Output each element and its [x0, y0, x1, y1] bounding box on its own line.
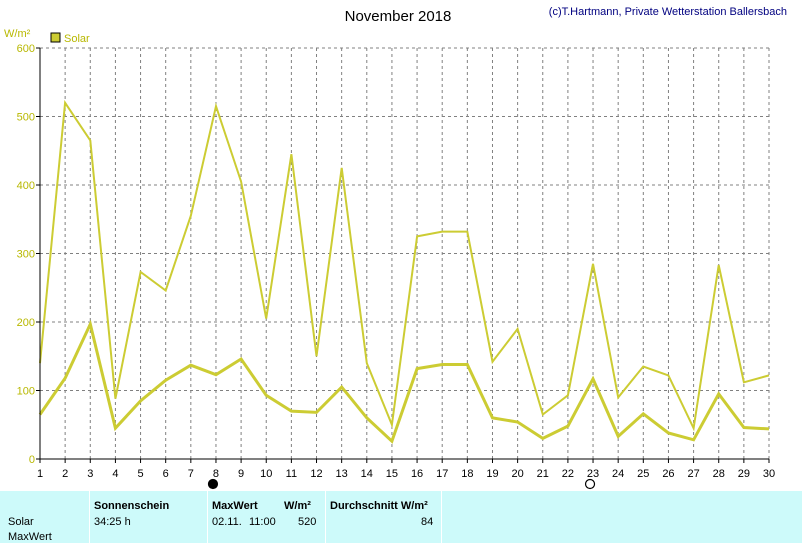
x-tick-label: 23: [587, 468, 599, 480]
legend-swatch: [50, 32, 61, 43]
max-series-line: [39, 99, 770, 432]
y-tick-label: 100: [17, 386, 35, 398]
y-tick-label: 0: [29, 454, 35, 466]
x-tick-label: 10: [260, 468, 272, 480]
x-tick-label: 26: [662, 468, 674, 480]
maxwert-unit: W/m²: [284, 500, 311, 512]
y-tick-label: 200: [17, 317, 35, 329]
x-tick-label: 22: [562, 468, 574, 480]
y-tick-label: 400: [17, 180, 35, 192]
x-tick-label: 18: [461, 468, 473, 480]
x-tick-label: 17: [436, 468, 448, 480]
x-tick-label: 15: [386, 468, 398, 480]
x-tick-label: 27: [687, 468, 699, 480]
average-value: 84: [421, 516, 434, 528]
new-moon-icon: [584, 478, 596, 490]
row-label-solar: Solar: [8, 516, 34, 528]
y-tick-label: 500: [17, 112, 35, 124]
full-moon-icon: [207, 478, 219, 490]
chart-title: November 2018: [345, 8, 452, 25]
x-tick-label: 6: [163, 468, 169, 480]
x-tick-label: 3: [87, 468, 93, 480]
x-tick-label: 25: [637, 468, 649, 480]
x-tick-label: 29: [738, 468, 750, 480]
x-tick-label: 16: [411, 468, 423, 480]
legend-label-solar: Solar: [64, 33, 90, 45]
summary-table: Solar MaxWert Sonnenschein 34:25 h MaxWe…: [0, 491, 802, 543]
y-tick-label: 600: [17, 43, 35, 55]
maxwert-date: 02.11.: [212, 516, 242, 528]
y-unit-label: W/m²: [4, 28, 31, 40]
x-tick-label: 24: [612, 468, 624, 480]
x-tick-label: 13: [336, 468, 348, 480]
credit-text: (c)T.Hartmann, Private Wetterstation Bal…: [549, 6, 787, 18]
x-tick-label: 9: [238, 468, 244, 480]
x-tick-label: 11: [286, 468, 297, 480]
moon-markers: [207, 478, 596, 490]
sonnenschein-value: 34:25 h: [94, 516, 131, 528]
mean-series-line: [38, 319, 770, 444]
sonnenschein-header: Sonnenschein: [94, 500, 170, 512]
x-tick-label: 19: [486, 468, 498, 480]
x-tick-label: 7: [188, 468, 194, 480]
x-tick-label: 30: [763, 468, 775, 480]
x-tick-label: 5: [137, 468, 143, 480]
x-tick-label: 21: [537, 468, 549, 480]
y-tick-label: 300: [17, 249, 35, 261]
average-header: Durchschnitt W/m²: [330, 500, 428, 512]
maxwert-time: 11:00: [249, 516, 276, 528]
row-label-maxwert: MaxWert: [8, 531, 52, 543]
x-axis-ticks: 1 2 3 4 5 6 7 8 9 10 11 12 13 14 15 16 17 18 19 20 21 22 23 24 2…: [37, 459, 775, 480]
x-tick-label: 28: [713, 468, 725, 480]
x-tick-label: 2: [62, 468, 68, 480]
maxwert-header: MaxWert: [212, 500, 258, 512]
x-tick-label: 20: [511, 468, 523, 480]
maxwert-value: 520: [298, 516, 317, 528]
x-tick-label: 8: [213, 468, 219, 480]
chart-area: November 2018 (c)T.Hartmann, Private Wet…: [4, 6, 787, 490]
y-axis-ticks: 0 100 200 300 400 500 600: [17, 43, 40, 466]
x-tick-label: 4: [112, 468, 118, 480]
grid-lines: [40, 47, 770, 459]
x-tick-label: 14: [361, 468, 373, 480]
x-tick-label: 1: [37, 468, 43, 480]
x-tick-label: 12: [310, 468, 322, 480]
